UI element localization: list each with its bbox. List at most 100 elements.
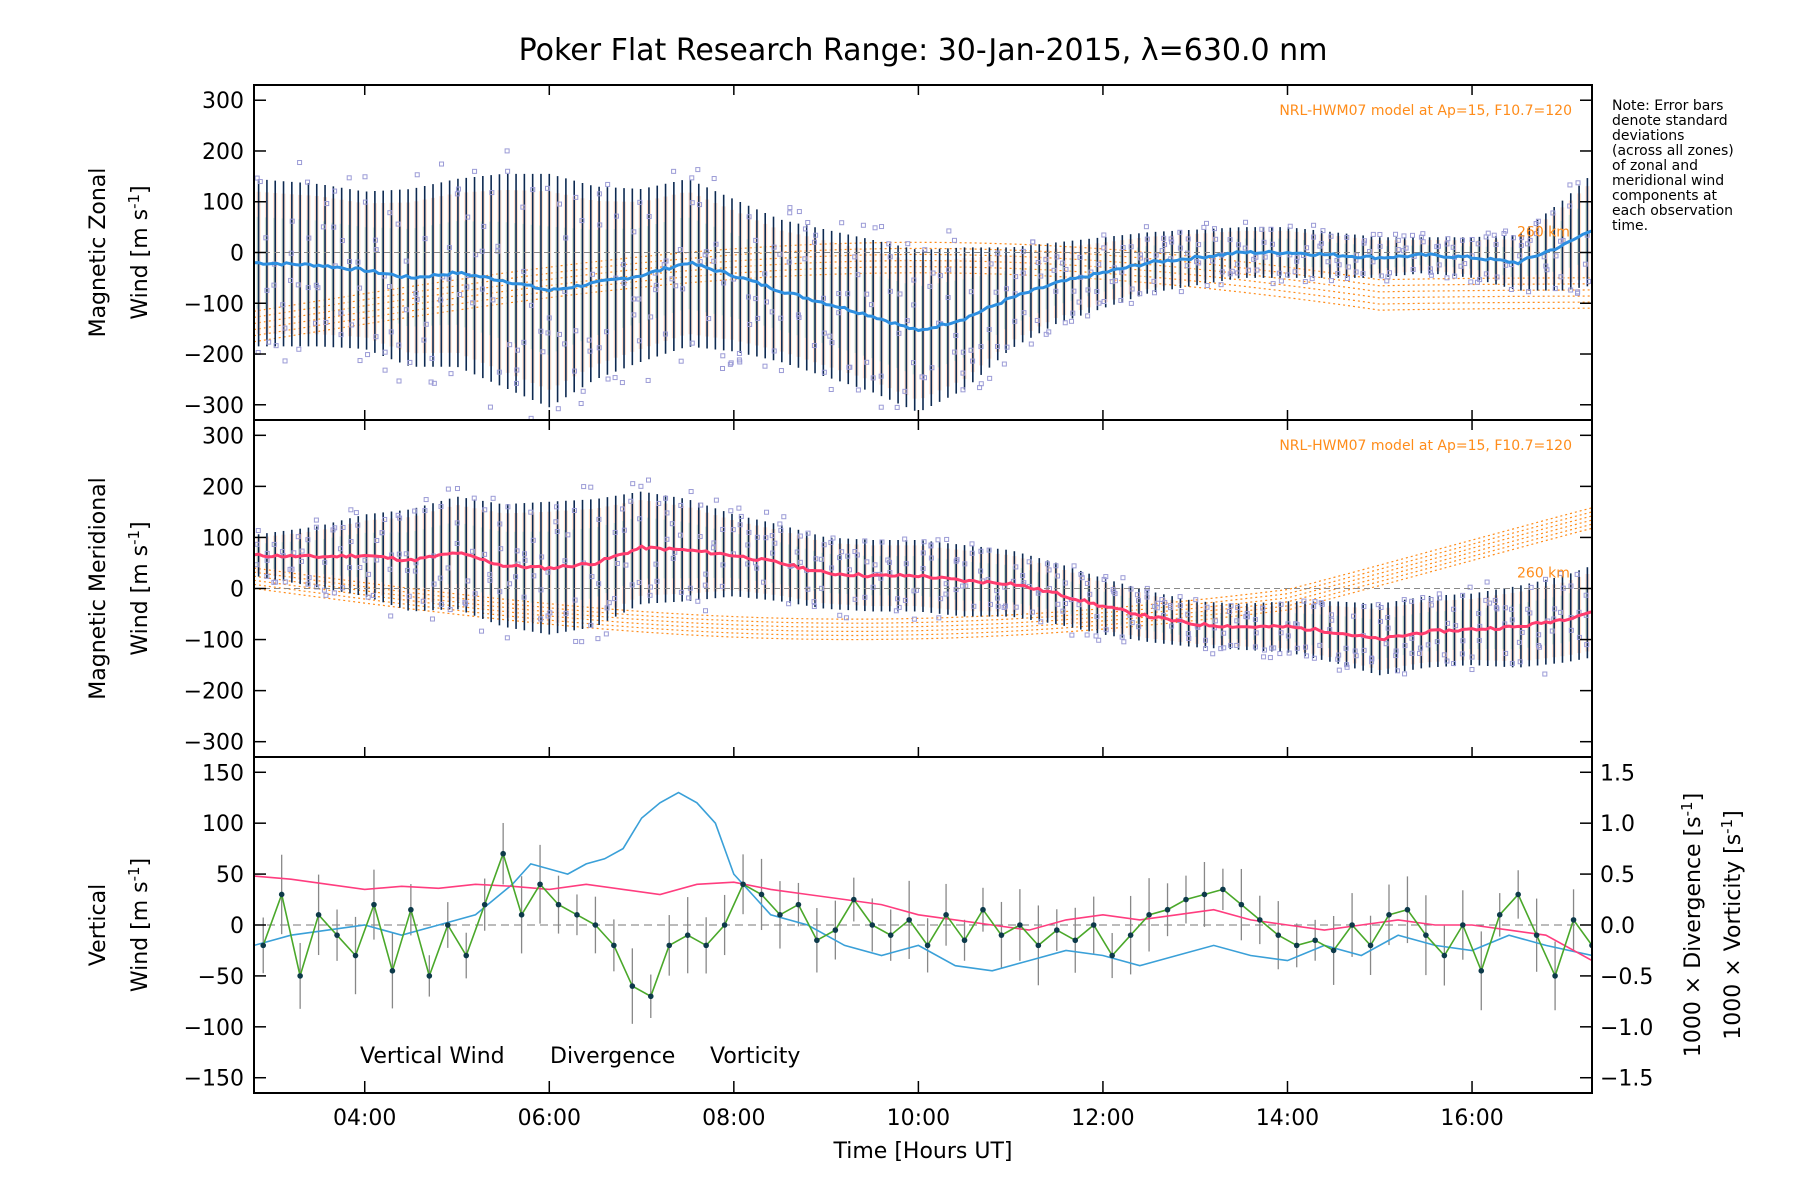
outlier-point (1403, 245, 1409, 251)
outlier-point (1452, 273, 1458, 279)
outlier-point (1436, 262, 1442, 268)
outlier-point (1410, 267, 1416, 273)
outlier-point (943, 591, 949, 597)
outlier-point (1262, 254, 1268, 260)
outlier-point (355, 522, 361, 528)
outlier-point (1335, 271, 1341, 277)
y-tick-label: −100 (184, 1016, 244, 1041)
outlier-point (1503, 262, 1509, 268)
outlier-point (1076, 299, 1082, 305)
outlier-point (653, 561, 659, 567)
outlier-point (1444, 275, 1450, 281)
outlier-point (921, 539, 927, 545)
outlier-point (960, 370, 966, 376)
outlier-point (669, 276, 675, 282)
outlier-point (1345, 264, 1351, 270)
outlier-point (928, 555, 934, 561)
outlier-point (795, 312, 801, 318)
outlier-point (927, 283, 933, 289)
outlier-point (1317, 642, 1323, 648)
outlier-point (1120, 245, 1126, 251)
outlier-point (1270, 281, 1276, 287)
outlier-point (1383, 641, 1389, 647)
outlier-point (1203, 220, 1209, 226)
outlier-point (348, 507, 354, 513)
outlier-point (754, 565, 760, 571)
outlier-point (305, 285, 311, 291)
outlier-point (1552, 606, 1558, 612)
outlier-point (1096, 637, 1102, 643)
outlier-point (1196, 242, 1202, 248)
outlier-point (995, 250, 1001, 256)
outlier-point (746, 214, 752, 220)
model-curve (254, 247, 1592, 318)
outlier-point (1344, 275, 1350, 281)
vorticity-line (254, 875, 1592, 962)
outlier-point (978, 548, 984, 554)
outlier-point (1277, 651, 1283, 657)
outlier-point (1177, 245, 1183, 251)
outlier-point (513, 380, 519, 386)
outlier-point (614, 560, 620, 566)
vertical-wind-point (777, 912, 783, 918)
outlier-point (845, 291, 851, 297)
outlier-point (386, 284, 392, 290)
outlier-point (429, 616, 435, 622)
outlier-point (604, 605, 610, 611)
outlier-point (919, 374, 925, 380)
outlier-point (1377, 231, 1383, 237)
outlier-point (553, 519, 559, 525)
outlier-point (414, 172, 420, 178)
y-axis-label: Magnetic Meridional (86, 477, 111, 699)
outlier-point (357, 564, 363, 570)
outlier-point (1261, 239, 1267, 245)
outlier-point (1493, 604, 1499, 610)
outlier-point (986, 327, 992, 333)
outlier-point (945, 295, 951, 301)
outlier-point (289, 566, 295, 572)
outlier-point (339, 238, 345, 244)
outlier-point (645, 377, 651, 383)
outlier-point (254, 541, 260, 547)
outlier-point (366, 571, 372, 577)
y2-tick-label: 1.5 (1600, 761, 1635, 786)
y-tick-label: 0 (230, 914, 244, 939)
outlier-point (1001, 604, 1007, 610)
outlier-point (320, 224, 326, 230)
outlier-point (487, 577, 493, 583)
outlier-point (1003, 286, 1009, 292)
outlier-point (1077, 254, 1083, 260)
outlier-point (1567, 203, 1573, 209)
outlier-point (1094, 288, 1100, 294)
outlier-point (1020, 270, 1026, 276)
outlier-point (324, 201, 330, 207)
outlier-point (664, 536, 670, 542)
outlier-point (489, 190, 495, 196)
model-curve (254, 515, 1592, 628)
outlier-point (1186, 635, 1192, 641)
outlier-point (960, 583, 966, 589)
outlier-point (1287, 223, 1293, 229)
outlier-point (1154, 600, 1160, 606)
outlier-point (952, 349, 958, 355)
outlier-point (1568, 627, 1574, 633)
y-axis-label-units: Wind [m s-1] (125, 858, 153, 992)
outlier-point (280, 302, 286, 308)
outlier-point (753, 296, 759, 302)
outlier-point (852, 254, 858, 260)
outlier-point (971, 603, 977, 609)
outlier-point (1267, 655, 1273, 661)
outlier-point (1344, 234, 1350, 240)
note-line: time. (1612, 218, 1648, 234)
outlier-point (595, 636, 601, 642)
outlier-point (1301, 598, 1307, 604)
outlier-point (960, 349, 966, 355)
outlier-point (428, 379, 434, 385)
outlier-point (487, 571, 493, 577)
outlier-point (1401, 233, 1407, 239)
x-tick-label: 06:00 (518, 1106, 581, 1131)
outlier-point (396, 551, 402, 557)
meridional-mean-line (254, 544, 1592, 642)
outlier-point (872, 225, 878, 231)
